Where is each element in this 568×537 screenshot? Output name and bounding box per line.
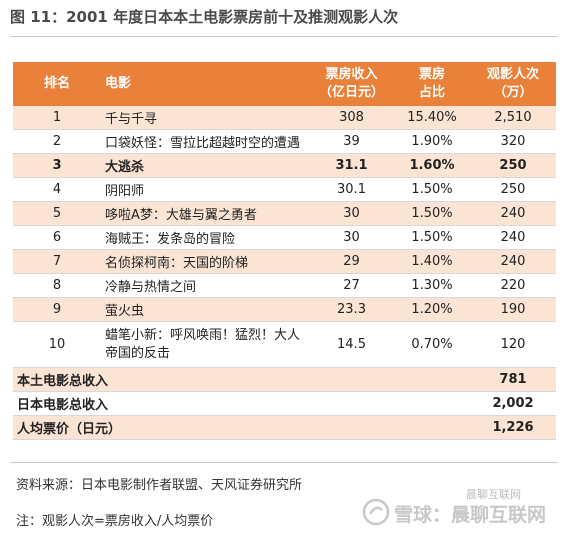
row-rank: 6 [13, 225, 101, 250]
row-box-office: 31.1 [309, 153, 394, 178]
row-share: 1.20% [394, 297, 470, 322]
row-box-office: 23.3 [309, 297, 394, 322]
table-row: 2 口袋妖怪：雪拉比超越时空的遭遇 39 1.90% 320 [13, 129, 556, 154]
table-row: 6 海贼王：发条岛的冒险 30 1.50% 240 [13, 225, 556, 250]
row-movie-line1: 蜡笔小新：呼风唤雨！猛烈！大人 [105, 327, 301, 343]
watermark-text: 雪球：晨聊互联网 [394, 504, 547, 526]
header-movie: 电影 [101, 62, 309, 106]
table-row: 10 蜡笔小新：呼风唤雨！猛烈！大人 帝国的反击 14.5 0.70% 120 [13, 321, 556, 368]
total-value: 1,226 [470, 415, 556, 440]
row-rank: 8 [13, 273, 101, 298]
row-movie: 阴阳师 [101, 177, 309, 202]
row-share: 1.50% [394, 177, 470, 202]
row-movie: 萤火虫 [101, 297, 309, 322]
total-label: 日本电影总收入 [13, 391, 470, 416]
header-rank: 排名 [13, 62, 101, 106]
row-share: 1.50% [394, 225, 470, 250]
source-divider [10, 462, 558, 463]
total-value: 781 [470, 367, 556, 392]
source-text: 资料来源：日本电影制作者联盟、天风证券研究所 [16, 478, 303, 493]
table-row: 1 千与千寻 308 15.40% 2,510 [13, 106, 556, 130]
row-box-office: 308 [309, 106, 394, 130]
row-movie: 大逃杀 [101, 153, 309, 178]
row-movie-line2: 帝国的反击 [105, 345, 171, 361]
row-rank: 10 [13, 321, 101, 368]
row-rank: 9 [13, 297, 101, 322]
total-row-ticket-price: 人均票价（日元） 1,226 [13, 415, 556, 440]
total-row-japan: 日本电影总收入 2,002 [13, 391, 556, 416]
row-box-office: 39 [309, 129, 394, 154]
row-viewers: 120 [470, 321, 556, 368]
row-share: 1.50% [394, 201, 470, 226]
header-share-line1: 票房 [418, 67, 445, 82]
header-box-office-line2: （亿日元） [318, 85, 384, 100]
figure-title: 图 11：2001 年度日本本土电影票房前十及推测观影人次 [10, 8, 399, 26]
row-box-office: 29 [309, 249, 394, 274]
total-row-domestic: 本土电影总收入 781 [13, 367, 556, 392]
table-row: 9 萤火虫 23.3 1.20% 190 [13, 297, 556, 322]
total-label: 本土电影总收入 [13, 367, 470, 392]
row-share: 1.30% [394, 273, 470, 298]
title-divider [10, 36, 558, 37]
header-share: 票房 占比 [394, 62, 470, 106]
row-viewers: 240 [470, 249, 556, 274]
box-office-table: 排名 电影 票房收入 （亿日元） 票房 占比 观影人次 （万） 1 千与千寻 3… [13, 62, 556, 440]
row-viewers: 2,510 [470, 106, 556, 130]
row-rank: 2 [13, 129, 101, 154]
row-viewers: 250 [470, 177, 556, 202]
row-viewers: 240 [470, 225, 556, 250]
total-value: 2,002 [470, 391, 556, 416]
row-box-office: 14.5 [309, 321, 394, 368]
row-box-office: 30 [309, 201, 394, 226]
row-movie: 冷静与热情之间 [101, 273, 309, 298]
row-movie: 口袋妖怪：雪拉比超越时空的遭遇 [101, 129, 309, 154]
row-movie: 千与千寻 [101, 106, 309, 130]
header-viewers-line1: 观影人次 [486, 67, 539, 82]
row-movie: 海贼王：发条岛的冒险 [101, 225, 309, 250]
row-share: 15.40% [394, 106, 470, 130]
table-row: 4 阴阳师 30.1 1.50% 250 [13, 177, 556, 202]
row-movie: 哆啦A梦：大雄与翼之勇者 [101, 201, 309, 226]
row-rank: 4 [13, 177, 101, 202]
row-movie: 蜡笔小新：呼风唤雨！猛烈！大人 帝国的反击 [101, 321, 309, 368]
table-row: 8 冷静与热情之间 27 1.30% 220 [13, 273, 556, 298]
header-viewers: 观影人次 （万） [470, 62, 556, 106]
table-row: 3 大逃杀 31.1 1.60% 250 [13, 153, 556, 178]
row-box-office: 30 [309, 225, 394, 250]
row-viewers: 320 [470, 129, 556, 154]
row-rank: 7 [13, 249, 101, 274]
header-share-line2: 占比 [418, 85, 445, 100]
snowball-logo-icon [362, 498, 390, 526]
row-rank: 1 [13, 106, 101, 130]
header-box-office-line1: 票房收入 [325, 67, 378, 82]
row-box-office: 27 [309, 273, 394, 298]
header-row: 排名 电影 票房收入 （亿日元） 票房 占比 观影人次 （万） [13, 62, 556, 106]
row-rank: 5 [13, 201, 101, 226]
table-row: 7 名侦探柯南：天国的阶梯 29 1.40% 240 [13, 249, 556, 274]
watermark: 雪球：晨聊互联网 晨聊互联网 [362, 488, 562, 530]
note-text: 注：观影人次=票房收入/人均票价 [16, 514, 214, 529]
row-share: 0.70% [394, 321, 470, 368]
header-box-office: 票房收入 （亿日元） [309, 62, 394, 106]
row-movie: 名侦探柯南：天国的阶梯 [101, 249, 309, 274]
row-viewers: 190 [470, 297, 556, 322]
total-label: 人均票价（日元） [13, 415, 470, 440]
row-share: 1.40% [394, 249, 470, 274]
row-viewers: 240 [470, 201, 556, 226]
row-share: 1.60% [394, 153, 470, 178]
row-viewers: 250 [470, 153, 556, 178]
table-row: 5 哆啦A梦：大雄与翼之勇者 30 1.50% 240 [13, 201, 556, 226]
header-viewers-line2: （万） [493, 85, 533, 100]
watermark-small-text: 晨聊互联网 [466, 488, 521, 501]
row-box-office: 30.1 [309, 177, 394, 202]
row-share: 1.90% [394, 129, 470, 154]
row-viewers: 220 [470, 273, 556, 298]
row-rank: 3 [13, 153, 101, 178]
